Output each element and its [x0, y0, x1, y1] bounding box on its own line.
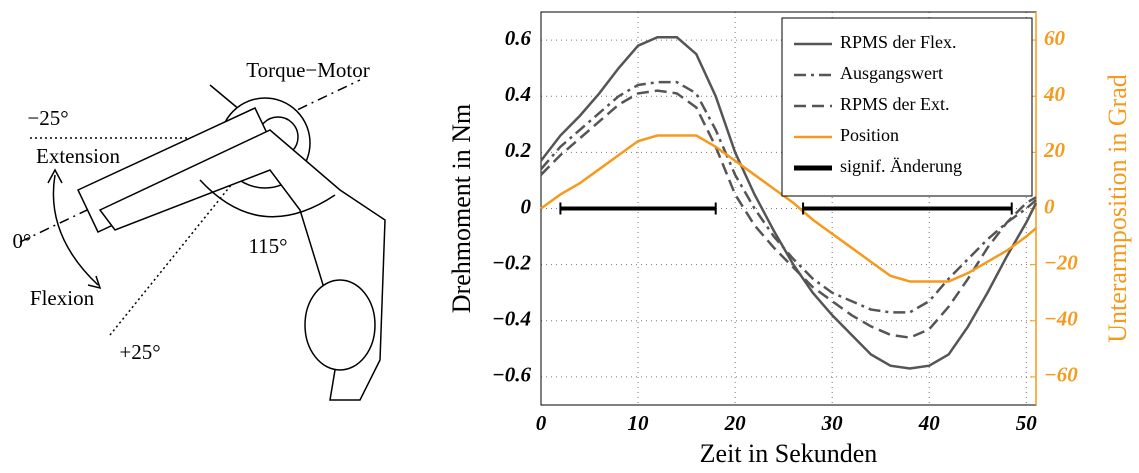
- legend-label: Ausgangswert: [840, 63, 943, 83]
- x-tick-label: 40: [918, 411, 941, 435]
- y2-axis-label: Unterarmposition in Grad: [1103, 74, 1132, 343]
- y-tick-label: −0.6: [492, 363, 531, 387]
- series-line: [540, 36, 1038, 370]
- y-tick-label: 0: [521, 194, 532, 218]
- y-tick-label: 0.2: [505, 138, 532, 162]
- y2-tick-label: 0: [1044, 194, 1055, 218]
- legend-label: RPMS der Ext.: [840, 94, 950, 114]
- arm: [98, 129, 386, 401]
- y2-tick-label: 60: [1044, 26, 1066, 50]
- y2-tick-label: −60: [1044, 363, 1078, 387]
- x-tick-label: 10: [628, 411, 650, 435]
- y2-tick-label: −20: [1044, 250, 1078, 274]
- axis-0: [19, 79, 361, 243]
- legend-label: signif. Änderung: [840, 156, 962, 176]
- y-tick-label: −0.2: [492, 250, 531, 274]
- y2-tick-label: 40: [1043, 82, 1066, 106]
- label: Flexion: [30, 286, 95, 310]
- y2-tick-label: 20: [1043, 138, 1066, 162]
- x-tick-label: 30: [821, 411, 844, 435]
- label: 115°: [248, 234, 287, 258]
- series-line: [540, 80, 1037, 314]
- chart: 0 10 20 30 40 50 −0.6 −0.4 −0.2 0 0.2 0.4 0.6 −60 −40 −…: [447, 11, 1132, 468]
- y-tick-label: −0.4: [492, 307, 531, 331]
- y-axis-label: Drehmoment in Nm: [447, 104, 476, 313]
- label: +25°: [119, 340, 160, 364]
- legend-label: RPMS der Flex.: [840, 32, 957, 52]
- head: [304, 279, 376, 371]
- motor-pointer: [209, 84, 241, 111]
- angle-arc: [199, 179, 336, 218]
- series-line: [540, 134, 1037, 283]
- label: 0°: [13, 229, 32, 253]
- x-tick-label: 0: [536, 411, 547, 435]
- arrow-arc: [52, 174, 99, 286]
- arrow-head-2: [87, 275, 102, 290]
- diagram: Torque−Motor −25° Extension 0° Flexion +…: [13, 58, 386, 401]
- x-tick-label: 20: [724, 411, 747, 435]
- y2-tick-label: −40: [1044, 307, 1078, 331]
- x-axis-label: Zeit in Sekunden: [700, 439, 878, 468]
- x-tick-label: 50: [1016, 411, 1038, 435]
- y-tick-label: 0.4: [505, 82, 531, 106]
- legend-label: Position: [840, 125, 899, 145]
- label: Extension: [36, 144, 120, 168]
- series-line: [540, 89, 1037, 339]
- label: −25°: [27, 106, 68, 130]
- arrow-head-1: [47, 168, 63, 184]
- y-tick-label: 0.6: [505, 26, 532, 50]
- label: Torque−Motor: [246, 58, 370, 82]
